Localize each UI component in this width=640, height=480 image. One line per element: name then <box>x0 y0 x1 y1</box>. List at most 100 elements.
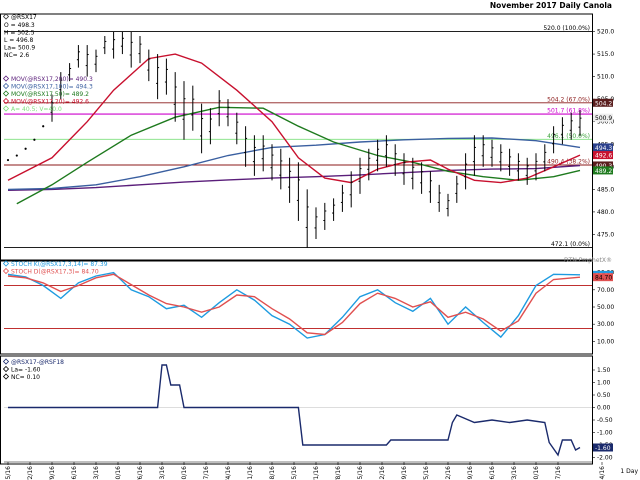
y-tick-label: -1.00 <box>597 430 613 437</box>
value-marker <box>593 166 613 175</box>
x-tick-label: 8/22/16 <box>379 466 386 480</box>
x-tick-label: 8/29/16 <box>401 466 408 480</box>
x-tick-label: 6/13/16 <box>159 466 166 480</box>
symbol-marker <box>2 13 10 20</box>
legend-entry: @RSX17-@RSF18 <box>11 359 64 366</box>
y-tick-label: 30.00 <box>597 321 614 328</box>
x-tick-label: 5/23/16 <box>93 466 100 480</box>
y-tick-label: 70.00 <box>597 287 614 294</box>
x-tick-label: 6/20/16 <box>181 466 188 480</box>
value-marker <box>593 443 613 452</box>
ohlc-info: La= 500.9 <box>4 45 35 52</box>
symbol-label: @RSX17 <box>11 14 37 21</box>
legend-entry: MOV(@RSX17,50)= 489.2 <box>11 91 89 98</box>
x-tick-label: 5/9/16 <box>49 466 56 480</box>
y-tick-label: 515.0 <box>597 51 614 58</box>
y-tick-label: 0.50 <box>597 392 611 399</box>
price-dot <box>33 138 36 141</box>
value-marker-label: 500.9 <box>595 115 612 122</box>
fib-level-label: 490.4 (38.2%) <box>547 159 590 166</box>
value-marker <box>593 161 613 170</box>
series-line <box>8 364 581 457</box>
x-tick-label: 7/18/16 <box>269 466 276 480</box>
x-tick-label: 7/4/16 <box>225 466 232 480</box>
price-dot <box>42 125 45 128</box>
ohlc-info: NC= 2.6 <box>4 52 29 59</box>
legend-entry: MOV(@RSX17,100)= 494.3 <box>11 84 93 91</box>
value-marker-label: 494.3 <box>595 145 612 152</box>
y-tick-label: 1.00 <box>597 380 611 387</box>
value-marker <box>593 151 613 160</box>
legend-entry: A= 40.5; V=40.0 <box>11 106 62 113</box>
y-tick-label: 1.50 <box>597 367 611 374</box>
price-dot <box>6 158 10 162</box>
legend-marker <box>2 373 10 380</box>
series-line <box>16 106 581 205</box>
legend-marker <box>2 365 10 373</box>
x-unit-label: 1 Day <box>620 468 638 475</box>
value-marker <box>593 98 613 107</box>
y-tick-label: 475.0 <box>597 231 614 238</box>
legend-entry: MOV(@RSX17,200)= 490.3 <box>11 76 93 83</box>
x-tick-label: 8/15/16 <box>357 466 364 480</box>
x-tick-label: 5/16/16 <box>71 466 78 480</box>
series-line <box>7 164 581 191</box>
y-tick-label: -0.50 <box>597 417 613 424</box>
series-line <box>7 137 581 191</box>
value-marker-label: -1.60 <box>595 445 611 452</box>
date-axis: 4/25/16 5/2/16 5/9/16 5/16/16 5/23/16 5/30/16… <box>4 461 606 480</box>
ohlc-info: L = 496.8 <box>4 37 34 44</box>
x-tick-label: 8/1/16 <box>313 466 320 480</box>
y-tick-label: 500.0 <box>597 119 614 126</box>
y-tick-label: 0.00 <box>597 405 611 412</box>
fib-level-label: 472.1 (0.0%) <box>551 241 590 248</box>
legend-entry: NC= 0.10 <box>11 374 40 381</box>
x-tick-label: 7/11/16 <box>247 466 254 480</box>
x-tick-label: 10/24/16 <box>599 466 606 480</box>
fib-level-label: 520.0 (100.0%) <box>543 25 590 32</box>
legend-entry: MOV(@RSX17,20)= 492.6 <box>11 99 89 106</box>
x-tick-label: 6/27/16 <box>203 466 210 480</box>
legend-marker <box>2 358 10 365</box>
ohlc-info: O = 498.3 <box>4 22 35 29</box>
value-marker-label: 504.2 <box>595 100 612 107</box>
x-tick-label: 9/19/16 <box>467 466 474 480</box>
price-panel-border <box>0 13 593 262</box>
legend-marker <box>2 75 10 82</box>
legend-entry: La= -1.60 <box>11 367 41 374</box>
x-tick-label: 10/10/16 <box>533 466 540 480</box>
series-line <box>7 53 581 184</box>
price-dot <box>24 147 27 150</box>
x-tick-label: 4/25/16 <box>5 466 12 480</box>
chart-title: November 2017 Daily Canola <box>490 1 612 10</box>
ohlc-info: H = 502.5 <box>4 30 35 37</box>
value-marker <box>593 273 613 282</box>
y-tick-label: 10.00 <box>597 338 614 345</box>
x-tick-label: 7/25/16 <box>291 466 298 480</box>
x-tick-label: 9/12/16 <box>445 466 452 480</box>
value-marker <box>593 143 613 152</box>
legend-marker <box>2 90 10 97</box>
legend-entry: STOCH D(@RSX17,3)= 84.70 <box>11 269 99 276</box>
legend-entry: STOCH K(@RSX17,3,14)= 87.39 <box>11 261 108 268</box>
fib-level-label: 504.2 (67.0%) <box>547 96 590 103</box>
x-tick-label: 10/17/16 <box>555 466 562 480</box>
spread-panel: -2.00-1.50-1.00-0.500.000.501.001.50-1.6… <box>2 358 613 462</box>
legend-marker <box>2 105 10 112</box>
x-tick-label: 9/26/16 <box>489 466 496 480</box>
y-tick-label: 480.0 <box>597 209 614 216</box>
y-tick-label: 485.0 <box>597 186 614 193</box>
spread-panel-border <box>0 355 593 465</box>
series-line <box>7 273 581 336</box>
x-tick-label: 6/6/16 <box>137 466 144 480</box>
legend-marker <box>2 260 10 267</box>
value-marker-label: 489.2 <box>595 168 612 175</box>
x-tick-label: 8/8/16 <box>335 466 342 480</box>
value-marker <box>593 113 613 122</box>
x-tick-label: 5/2/16 <box>27 466 34 480</box>
x-tick-label: 5/30/16 <box>115 466 122 480</box>
legend-marker <box>2 82 10 90</box>
y-tick-label: 520.0 <box>597 29 614 36</box>
legend-marker <box>2 267 10 275</box>
